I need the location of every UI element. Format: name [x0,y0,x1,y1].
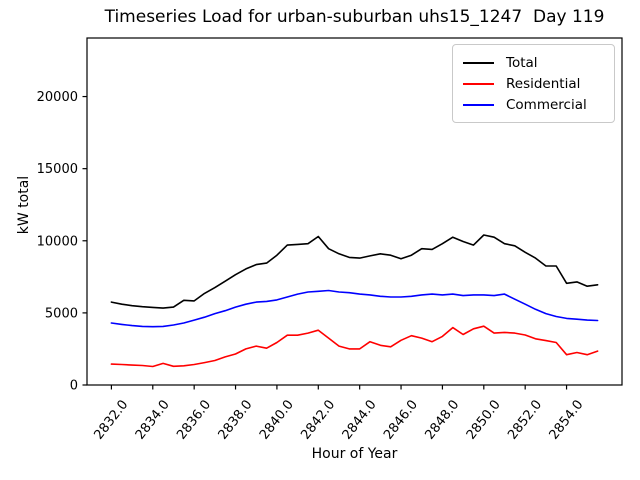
x-tick-label: 2854.0 [547,397,587,442]
x-tick-label: 2844.0 [340,397,380,442]
y-axis-label: kW total [16,175,32,235]
legend-swatch-commercial [463,103,494,106]
legend-item-total: Total [463,52,604,73]
y-tick-label: 15000 [37,162,78,177]
legend-swatch-total [463,61,494,64]
legend-item-commercial: Commercial [463,94,604,115]
x-tick-label: 2852.0 [505,397,545,442]
x-tick-label: 2834.0 [133,397,173,442]
legend: Total Residential Commercial [452,44,615,123]
y-tick-label: 10000 [37,234,78,249]
chart-title: Timeseries Load for urban-suburban uhs15… [104,7,605,27]
y-tick-label: 20000 [37,90,78,105]
x-tick-label: 2836.0 [174,397,214,442]
series-line-residential [110,325,599,368]
x-tick-label: 2838.0 [216,397,256,442]
legend-item-residential: Residential [463,73,604,94]
x-tick-label: 2832.0 [91,397,131,442]
y-tick-label: 0 [70,379,78,394]
y-tick-label: 5000 [45,306,78,321]
x-tick-label: 2850.0 [464,397,504,442]
series-line-commercial [110,289,599,328]
x-tick-label: 2842.0 [298,397,338,442]
axes-box [86,37,623,386]
series-line-total [110,234,599,309]
x-tick-label: 2846.0 [381,397,421,442]
legend-swatch-residential [463,82,494,85]
legend-label-total: Total [506,54,538,71]
x-axis-label: Hour of Year [311,446,398,462]
legend-label-commercial: Commercial [506,96,587,113]
x-tick-label: 2848.0 [423,397,463,442]
legend-label-residential: Residential [506,75,581,92]
x-tick-label: 2840.0 [257,397,297,442]
